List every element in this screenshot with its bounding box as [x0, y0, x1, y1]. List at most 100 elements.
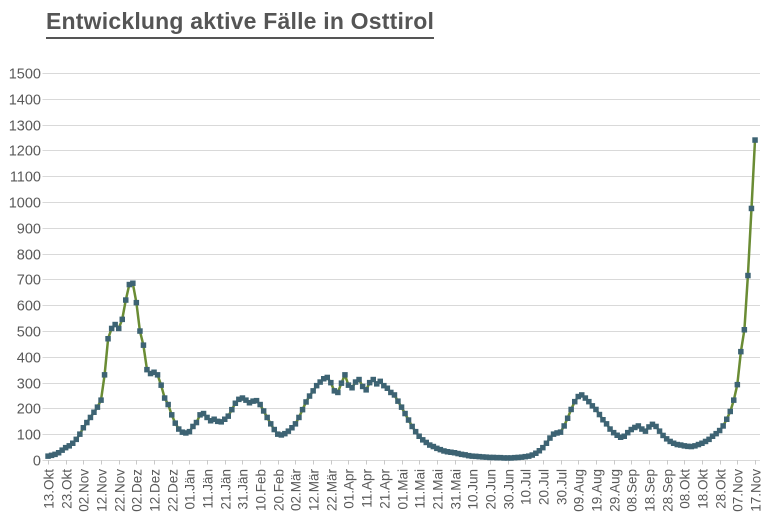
data-point-marker: [635, 423, 642, 429]
data-point-marker: [292, 421, 299, 427]
data-point-marker: [674, 441, 680, 448]
data-point-marker: [621, 433, 627, 439]
data-point-marker: [133, 299, 140, 306]
y-axis-tick-label: 1300: [9, 119, 41, 135]
data-point-marker: [239, 395, 246, 401]
data-point-marker: [377, 378, 383, 385]
data-point-marker: [144, 366, 150, 373]
data-point-marker: [253, 397, 260, 404]
data-point-marker: [533, 450, 539, 456]
data-point-marker: [299, 406, 306, 413]
data-point-marker: [388, 389, 394, 396]
data-point-marker: [285, 428, 292, 434]
data-point-marker: [179, 429, 186, 435]
data-point-marker: [416, 433, 422, 439]
data-point-marker: [734, 381, 741, 388]
data-point-marker: [130, 280, 136, 286]
data-point-marker: [593, 406, 599, 413]
x-axis-tick-label: 21.Mai: [431, 469, 446, 510]
y-axis-tick-label: 1200: [9, 144, 41, 160]
data-point-marker: [596, 411, 603, 418]
data-point-marker: [518, 454, 525, 460]
x-axis-tick-label: 21.Apr: [378, 469, 393, 509]
data-point-marker: [296, 414, 302, 421]
data-point-marker: [176, 426, 182, 432]
data-point-marker: [62, 444, 69, 451]
data-point-marker: [229, 406, 235, 413]
data-point-marker: [112, 321, 118, 328]
data-point-marker: [738, 348, 744, 355]
x-axis-tick-label: 28.Sep: [661, 469, 676, 512]
data-point-marker: [384, 385, 391, 391]
data-point-marker: [250, 398, 256, 404]
y-axis-tick-label: 400: [17, 351, 41, 367]
data-point-marker: [108, 325, 115, 332]
x-axis-tick-label: 10.Jun: [466, 469, 481, 510]
data-point-marker: [741, 327, 748, 333]
data-point-marker: [98, 397, 104, 403]
data-point-marker: [692, 443, 698, 449]
x-axis-tick-label: 18.Okt: [696, 469, 711, 509]
data-point-marker: [218, 419, 224, 425]
data-point-marker: [547, 435, 553, 441]
data-point-marker: [356, 376, 362, 383]
data-point-marker: [515, 454, 521, 461]
x-axis-tick-label: 23.Okt: [60, 469, 75, 509]
data-point-marker: [186, 428, 193, 435]
data-point-marker: [430, 443, 437, 450]
data-point-marker: [335, 389, 341, 396]
data-point-marker: [306, 393, 313, 399]
data-point-marker: [395, 398, 401, 404]
data-point-marker: [161, 395, 168, 401]
data-point-marker: [582, 395, 589, 401]
data-point-marker: [709, 433, 716, 439]
data-point-marker: [720, 423, 726, 429]
data-point-marker: [119, 316, 125, 323]
data-point-marker: [381, 382, 387, 389]
x-axis-tick-label: 19.Aug: [590, 469, 605, 512]
data-point-marker: [211, 416, 217, 422]
data-point-marker: [84, 419, 90, 426]
data-point-marker: [303, 399, 309, 405]
data-point-marker: [561, 423, 567, 429]
data-point-marker: [653, 423, 659, 430]
data-point-marker: [702, 438, 709, 445]
data-point-marker: [70, 440, 76, 446]
data-point-marker: [349, 385, 355, 391]
data-point-marker: [642, 428, 649, 434]
data-point-marker: [197, 412, 203, 418]
data-point-marker: [169, 412, 175, 418]
data-point-marker: [632, 424, 638, 431]
data-point-marker: [441, 448, 447, 454]
data-point-marker: [564, 415, 571, 421]
data-point-marker: [66, 443, 72, 449]
data-point-marker: [204, 414, 210, 421]
data-point-marker: [695, 441, 702, 448]
data-point-marker: [501, 455, 507, 461]
data-point-marker: [724, 416, 730, 422]
data-point-marker: [448, 449, 454, 455]
x-axis-tick-label: 20.Feb: [272, 469, 287, 511]
y-axis-tick-label: 1100: [10, 170, 41, 186]
data-point-marker: [59, 447, 65, 453]
data-point-marker: [625, 429, 631, 436]
x-axis-tick-label: 02.Nov: [77, 469, 92, 512]
data-point-marker: [324, 374, 330, 381]
chart-title: Entwicklung aktive Fälle in Osttirol: [46, 8, 435, 39]
y-axis-tick-label: 700: [17, 273, 41, 289]
x-axis-tick-label: 11.Jän: [201, 469, 216, 509]
data-point-marker: [688, 443, 695, 450]
x-axis-tick-label: 08.Sep: [625, 469, 640, 512]
data-point-marker: [586, 398, 592, 405]
data-point-marker: [427, 442, 433, 448]
y-axis-tick-label: 800: [17, 248, 41, 264]
data-point-marker: [614, 432, 620, 438]
x-axis-tick-label: 20.Jun: [484, 469, 499, 510]
x-axis-tick-label: 01.Apr: [342, 469, 357, 509]
data-point-marker: [151, 369, 157, 375]
data-point-marker: [165, 401, 171, 408]
data-point-marker: [317, 379, 323, 385]
data-point-marker: [172, 420, 178, 426]
data-point-marker: [370, 376, 376, 383]
